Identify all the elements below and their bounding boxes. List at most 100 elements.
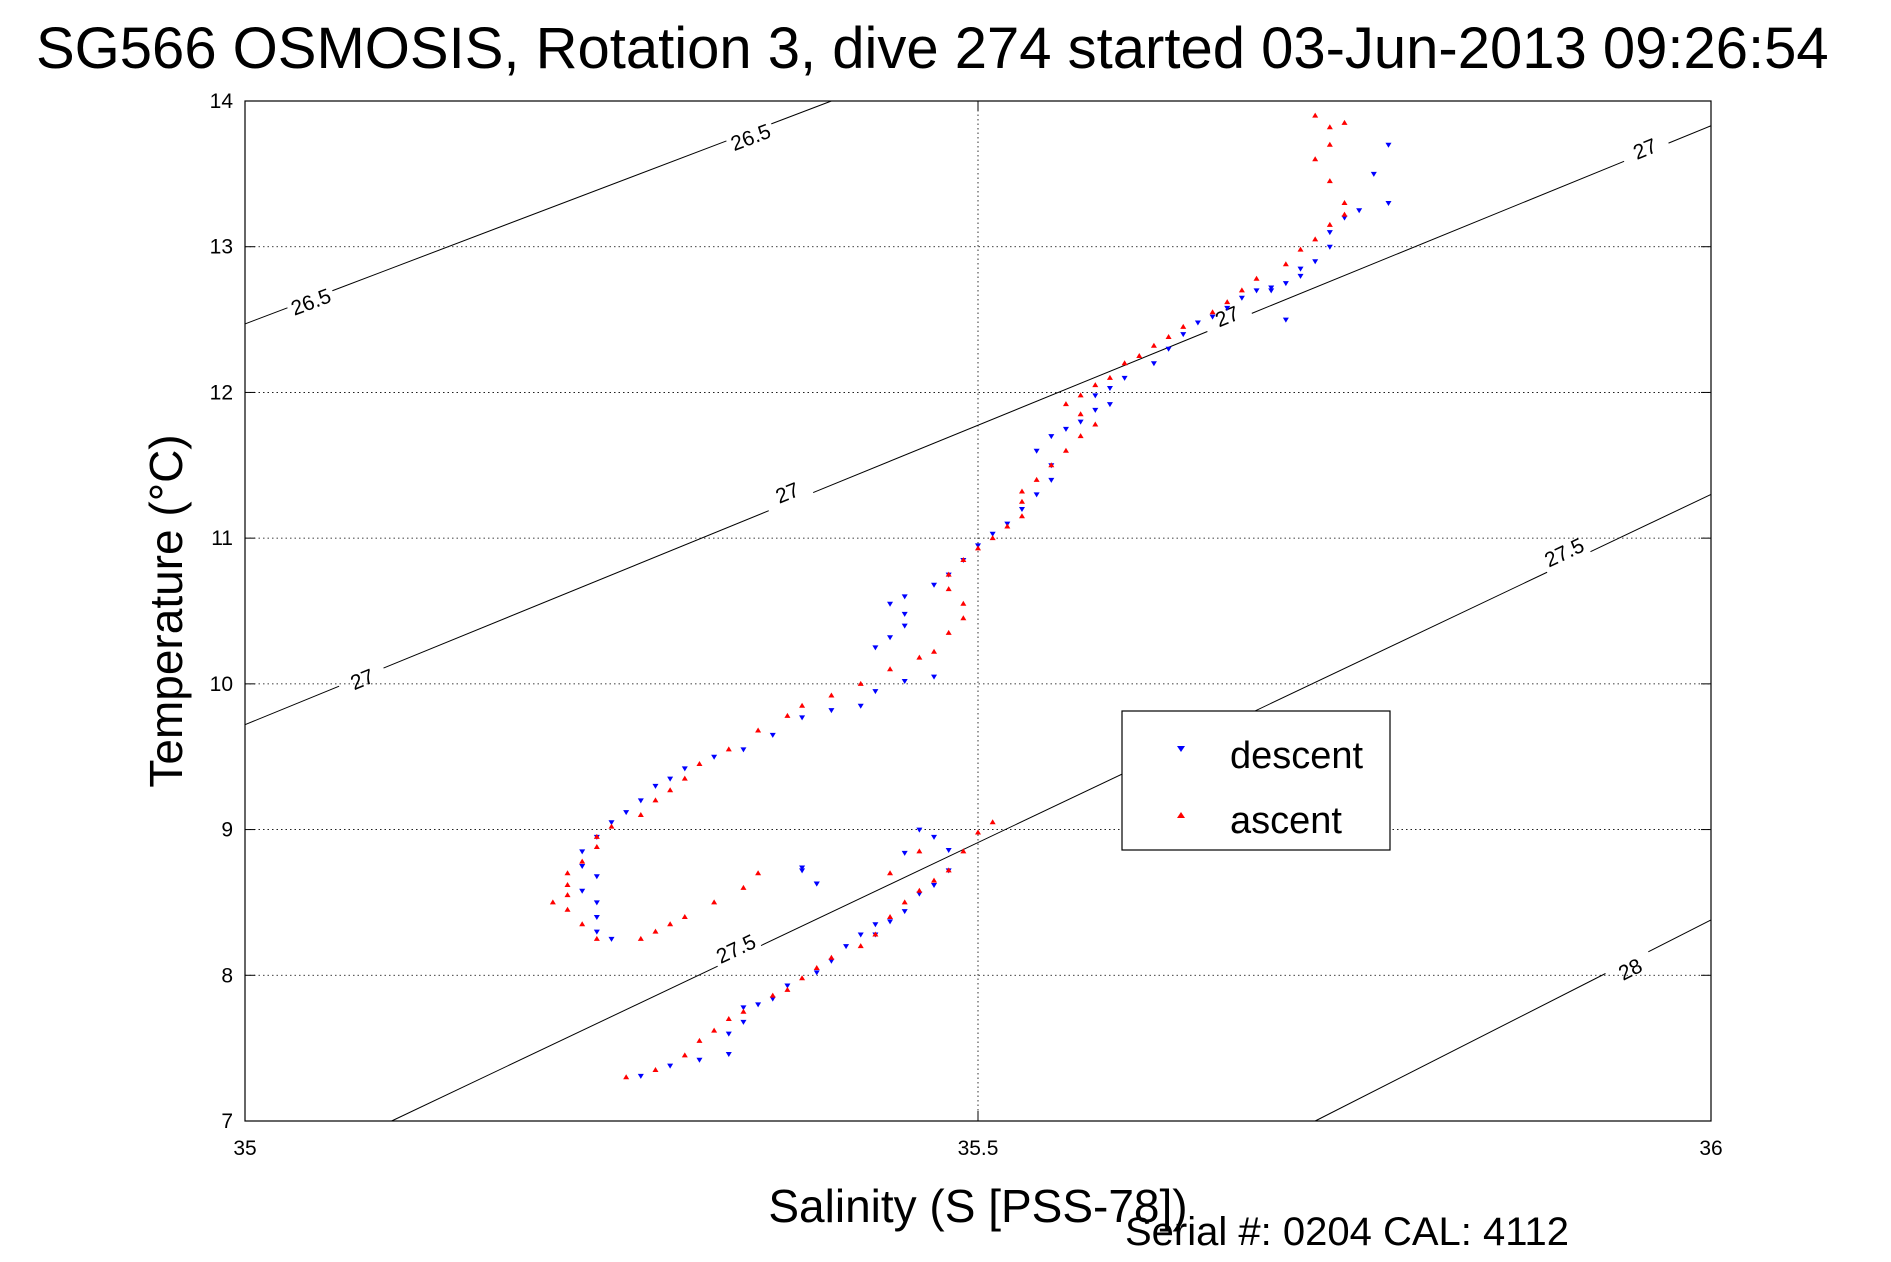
chart-title: SG566 OSMOSIS, Rotation 3, dive 274 star… <box>36 16 1829 81</box>
ascent-point <box>579 921 586 927</box>
descent-point <box>1018 507 1025 512</box>
descent-point <box>872 689 879 695</box>
descent-point <box>652 783 659 789</box>
descent-point <box>901 850 908 856</box>
descent-point <box>1092 393 1099 399</box>
ascent-point <box>916 848 923 854</box>
ascent-point <box>901 899 908 905</box>
ascent-point <box>1341 119 1348 125</box>
ascent-point <box>681 914 688 919</box>
descent-point <box>740 747 747 753</box>
ascent-point <box>549 899 556 905</box>
ascent-point <box>711 1027 718 1033</box>
contour-line-27 <box>244 685 340 726</box>
ascent-point <box>1062 401 1069 407</box>
descent-point <box>1238 295 1245 301</box>
descent-point <box>799 865 806 871</box>
descent-point <box>769 996 776 1002</box>
descent-point <box>740 1005 747 1011</box>
ascent-point <box>1341 200 1348 205</box>
ascent-point <box>960 615 967 621</box>
ascent-point <box>799 702 806 708</box>
ascent-point <box>1253 275 1260 281</box>
descent-point <box>681 766 688 772</box>
descent-point <box>1092 407 1099 413</box>
legend-marker-ascent <box>1177 812 1185 818</box>
descent-point <box>637 798 644 804</box>
ascent-point <box>652 1067 659 1072</box>
descent-point <box>945 847 952 853</box>
ascent-point <box>623 1074 630 1080</box>
ascent-point <box>945 586 952 592</box>
descent-point <box>1150 361 1157 367</box>
x-tick-label: 36 <box>1699 1137 1722 1160</box>
ascent-point <box>769 992 776 998</box>
descent-point <box>1268 285 1275 291</box>
ascent-point <box>828 954 835 960</box>
ascent-point <box>1077 411 1084 417</box>
ascent-point <box>784 986 791 992</box>
ascent-point <box>1312 156 1319 162</box>
y-tick-label: 12 <box>210 381 233 404</box>
ascent-point <box>652 928 659 934</box>
ascent-point <box>1209 309 1216 315</box>
ascent-point <box>813 965 820 970</box>
descent-point <box>901 594 908 600</box>
ascent-point <box>1326 124 1333 130</box>
descent-point <box>579 888 586 894</box>
descent-point <box>843 944 850 950</box>
contour-line-26-5 <box>332 140 727 292</box>
descent-point <box>931 582 938 588</box>
ascent-point <box>1092 421 1099 427</box>
ascent-point <box>1150 342 1157 348</box>
footer-serial-cal: Serial #: 0204 CAL: 4112 <box>1125 1210 1569 1254</box>
descent-point <box>1253 288 1260 294</box>
ascent-point <box>593 844 600 850</box>
ascent-point <box>916 654 923 660</box>
ascent-point <box>960 600 967 606</box>
ascent-point <box>1077 392 1084 398</box>
y-tick-label: 10 <box>210 673 233 696</box>
ascent-point <box>740 884 747 890</box>
descent-point <box>1106 402 1113 408</box>
ascent-point <box>1224 299 1231 305</box>
descent-point <box>931 834 938 840</box>
contour-line-28 <box>1314 973 1606 1122</box>
contour-line-26-5 <box>771 100 832 125</box>
descent-point <box>667 1063 674 1069</box>
descent-point <box>1326 244 1333 250</box>
ascent-point <box>872 931 879 937</box>
descent-point <box>828 958 835 964</box>
descent-point <box>784 983 791 989</box>
y-tick-label: 7 <box>221 1110 233 1133</box>
ascent-point <box>1018 498 1025 504</box>
ascent-point <box>989 819 996 825</box>
descent-point <box>813 881 820 887</box>
descent-point <box>901 623 908 629</box>
descent-point <box>887 601 894 607</box>
descent-point <box>696 1057 703 1063</box>
ascent-point <box>564 870 571 876</box>
descent-point <box>1209 314 1216 320</box>
ascent-point <box>725 1016 732 1021</box>
ascent-point <box>1033 476 1040 482</box>
descent-point <box>1048 434 1055 440</box>
descent-point <box>799 868 806 874</box>
ascent-point <box>564 906 571 912</box>
descent-point <box>711 754 718 760</box>
legend-marker-descent <box>1177 746 1185 752</box>
descent-point <box>593 915 600 920</box>
x-tick-label: 35 <box>233 1137 256 1160</box>
ascent-point <box>1180 323 1187 329</box>
data-points <box>549 112 1392 1080</box>
descent-point <box>1106 386 1113 392</box>
ascent-point <box>945 867 952 873</box>
x-tick-label: 35.5 <box>958 1137 999 1160</box>
ascent-point <box>667 787 674 793</box>
contour-line-27 <box>812 331 1208 494</box>
y-tick-label: 14 <box>210 90 234 113</box>
ascent-point <box>784 712 791 718</box>
descent-point <box>1033 492 1040 498</box>
descent-point <box>1268 288 1275 294</box>
